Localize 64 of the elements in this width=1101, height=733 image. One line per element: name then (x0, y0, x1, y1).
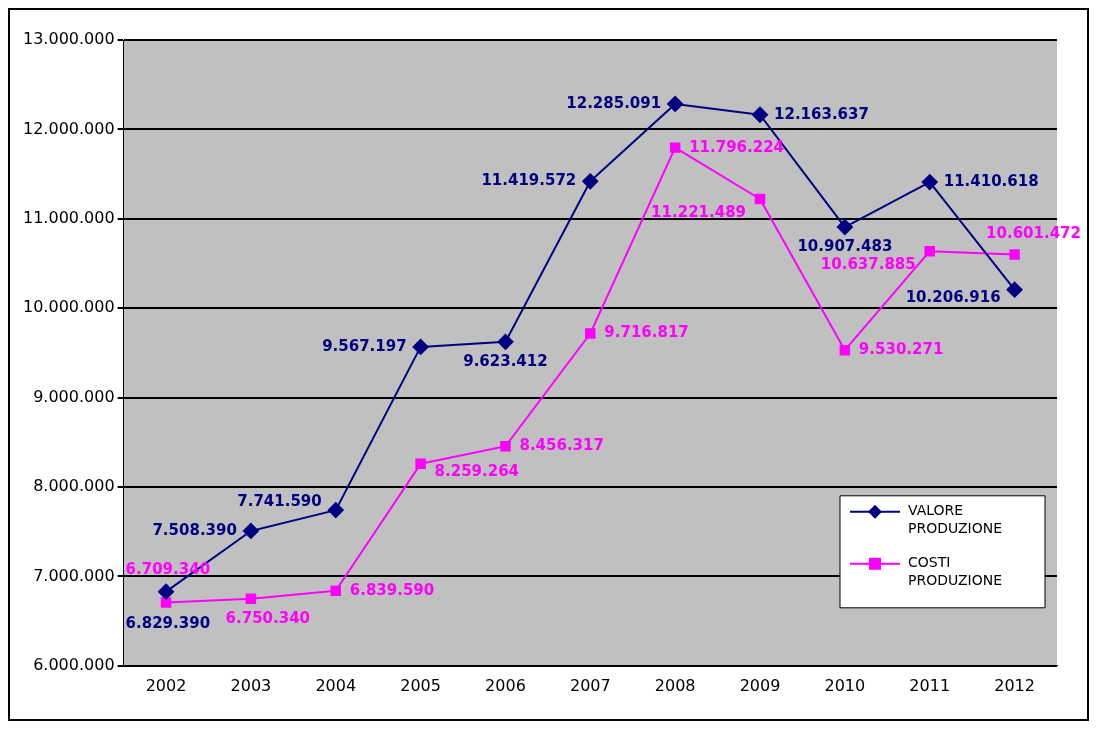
data-label: 6.839.590 (349, 580, 435, 599)
point (582, 173, 599, 190)
y-tick-label: 6.000.000 (33, 654, 115, 674)
point (836, 219, 853, 236)
data-label: 12.163.637 (774, 104, 869, 123)
point (667, 95, 684, 112)
data-label: 10.637.885 (820, 255, 916, 274)
y-tick-label: 11.000.000 (23, 207, 115, 227)
data-label: 12.285.091 (566, 93, 662, 112)
x-tick-label: 2012 (994, 675, 1035, 695)
data-label: 7.741.590 (237, 491, 322, 510)
point (1006, 281, 1023, 298)
y-tick-label: 7.000.000 (33, 565, 115, 585)
data-label: 11.221.489 (651, 202, 747, 221)
x-tick-label: 2006 (485, 675, 526, 695)
legend-label: COSTI PRODUZIONE (908, 554, 1003, 589)
x-tick-label: 2011 (909, 675, 951, 695)
point (500, 440, 511, 452)
x-tick-label: 2010 (824, 675, 866, 695)
x-tick-label: 2002 (145, 675, 187, 695)
legend-label: VALORE PRODUZIONE (908, 502, 1003, 537)
point (921, 174, 938, 191)
data-label: 9.567.197 (322, 336, 407, 355)
y-tick-label: 9.000.000 (33, 386, 115, 406)
data-label: 11.410.618 (943, 171, 1039, 190)
point (245, 593, 257, 604)
x-tick-label: 2003 (230, 675, 272, 695)
point (754, 193, 766, 205)
point (242, 522, 259, 539)
point (839, 344, 851, 356)
data-label: 6.829.390 (125, 613, 211, 632)
data-label: 10.907.483 (797, 236, 893, 255)
data-label: 9.623.412 (463, 351, 548, 370)
point (158, 583, 175, 600)
x-tick-label: 2004 (315, 675, 357, 695)
data-label: 10.206.916 (905, 287, 1001, 306)
data-label: 11.419.572 (481, 171, 577, 190)
x-tick-label: 2005 (400, 675, 441, 695)
point (669, 142, 681, 153)
y-tick-label: 12.000.000 (23, 118, 115, 138)
point (752, 106, 769, 123)
point (1009, 249, 1020, 260)
y-tick-label: 8.000.000 (33, 476, 115, 496)
point (160, 597, 172, 608)
data-label: 6.750.340 (225, 608, 311, 627)
data-label: 9.530.271 (858, 340, 944, 359)
point (330, 585, 341, 596)
data-label: 11.796.224 (689, 137, 785, 156)
point (327, 502, 344, 519)
point (924, 245, 935, 257)
data-label: 9.716.817 (604, 323, 689, 342)
data-label: 8.456.317 (519, 436, 604, 455)
y-tick-label: 10.000.000 (23, 297, 115, 317)
x-tick-label: 2008 (654, 675, 696, 695)
point (497, 333, 514, 350)
x-tick-label: 2007 (569, 675, 611, 695)
y-tick-label: 13.000.000 (23, 29, 115, 49)
point (412, 338, 429, 355)
data-label: 10.601.472 (986, 224, 1082, 243)
point (415, 458, 426, 470)
data-label: 7.508.390 (152, 520, 237, 539)
data-label: 8.259.264 (434, 461, 520, 480)
x-tick-label: 2009 (739, 675, 781, 695)
point (585, 328, 596, 339)
